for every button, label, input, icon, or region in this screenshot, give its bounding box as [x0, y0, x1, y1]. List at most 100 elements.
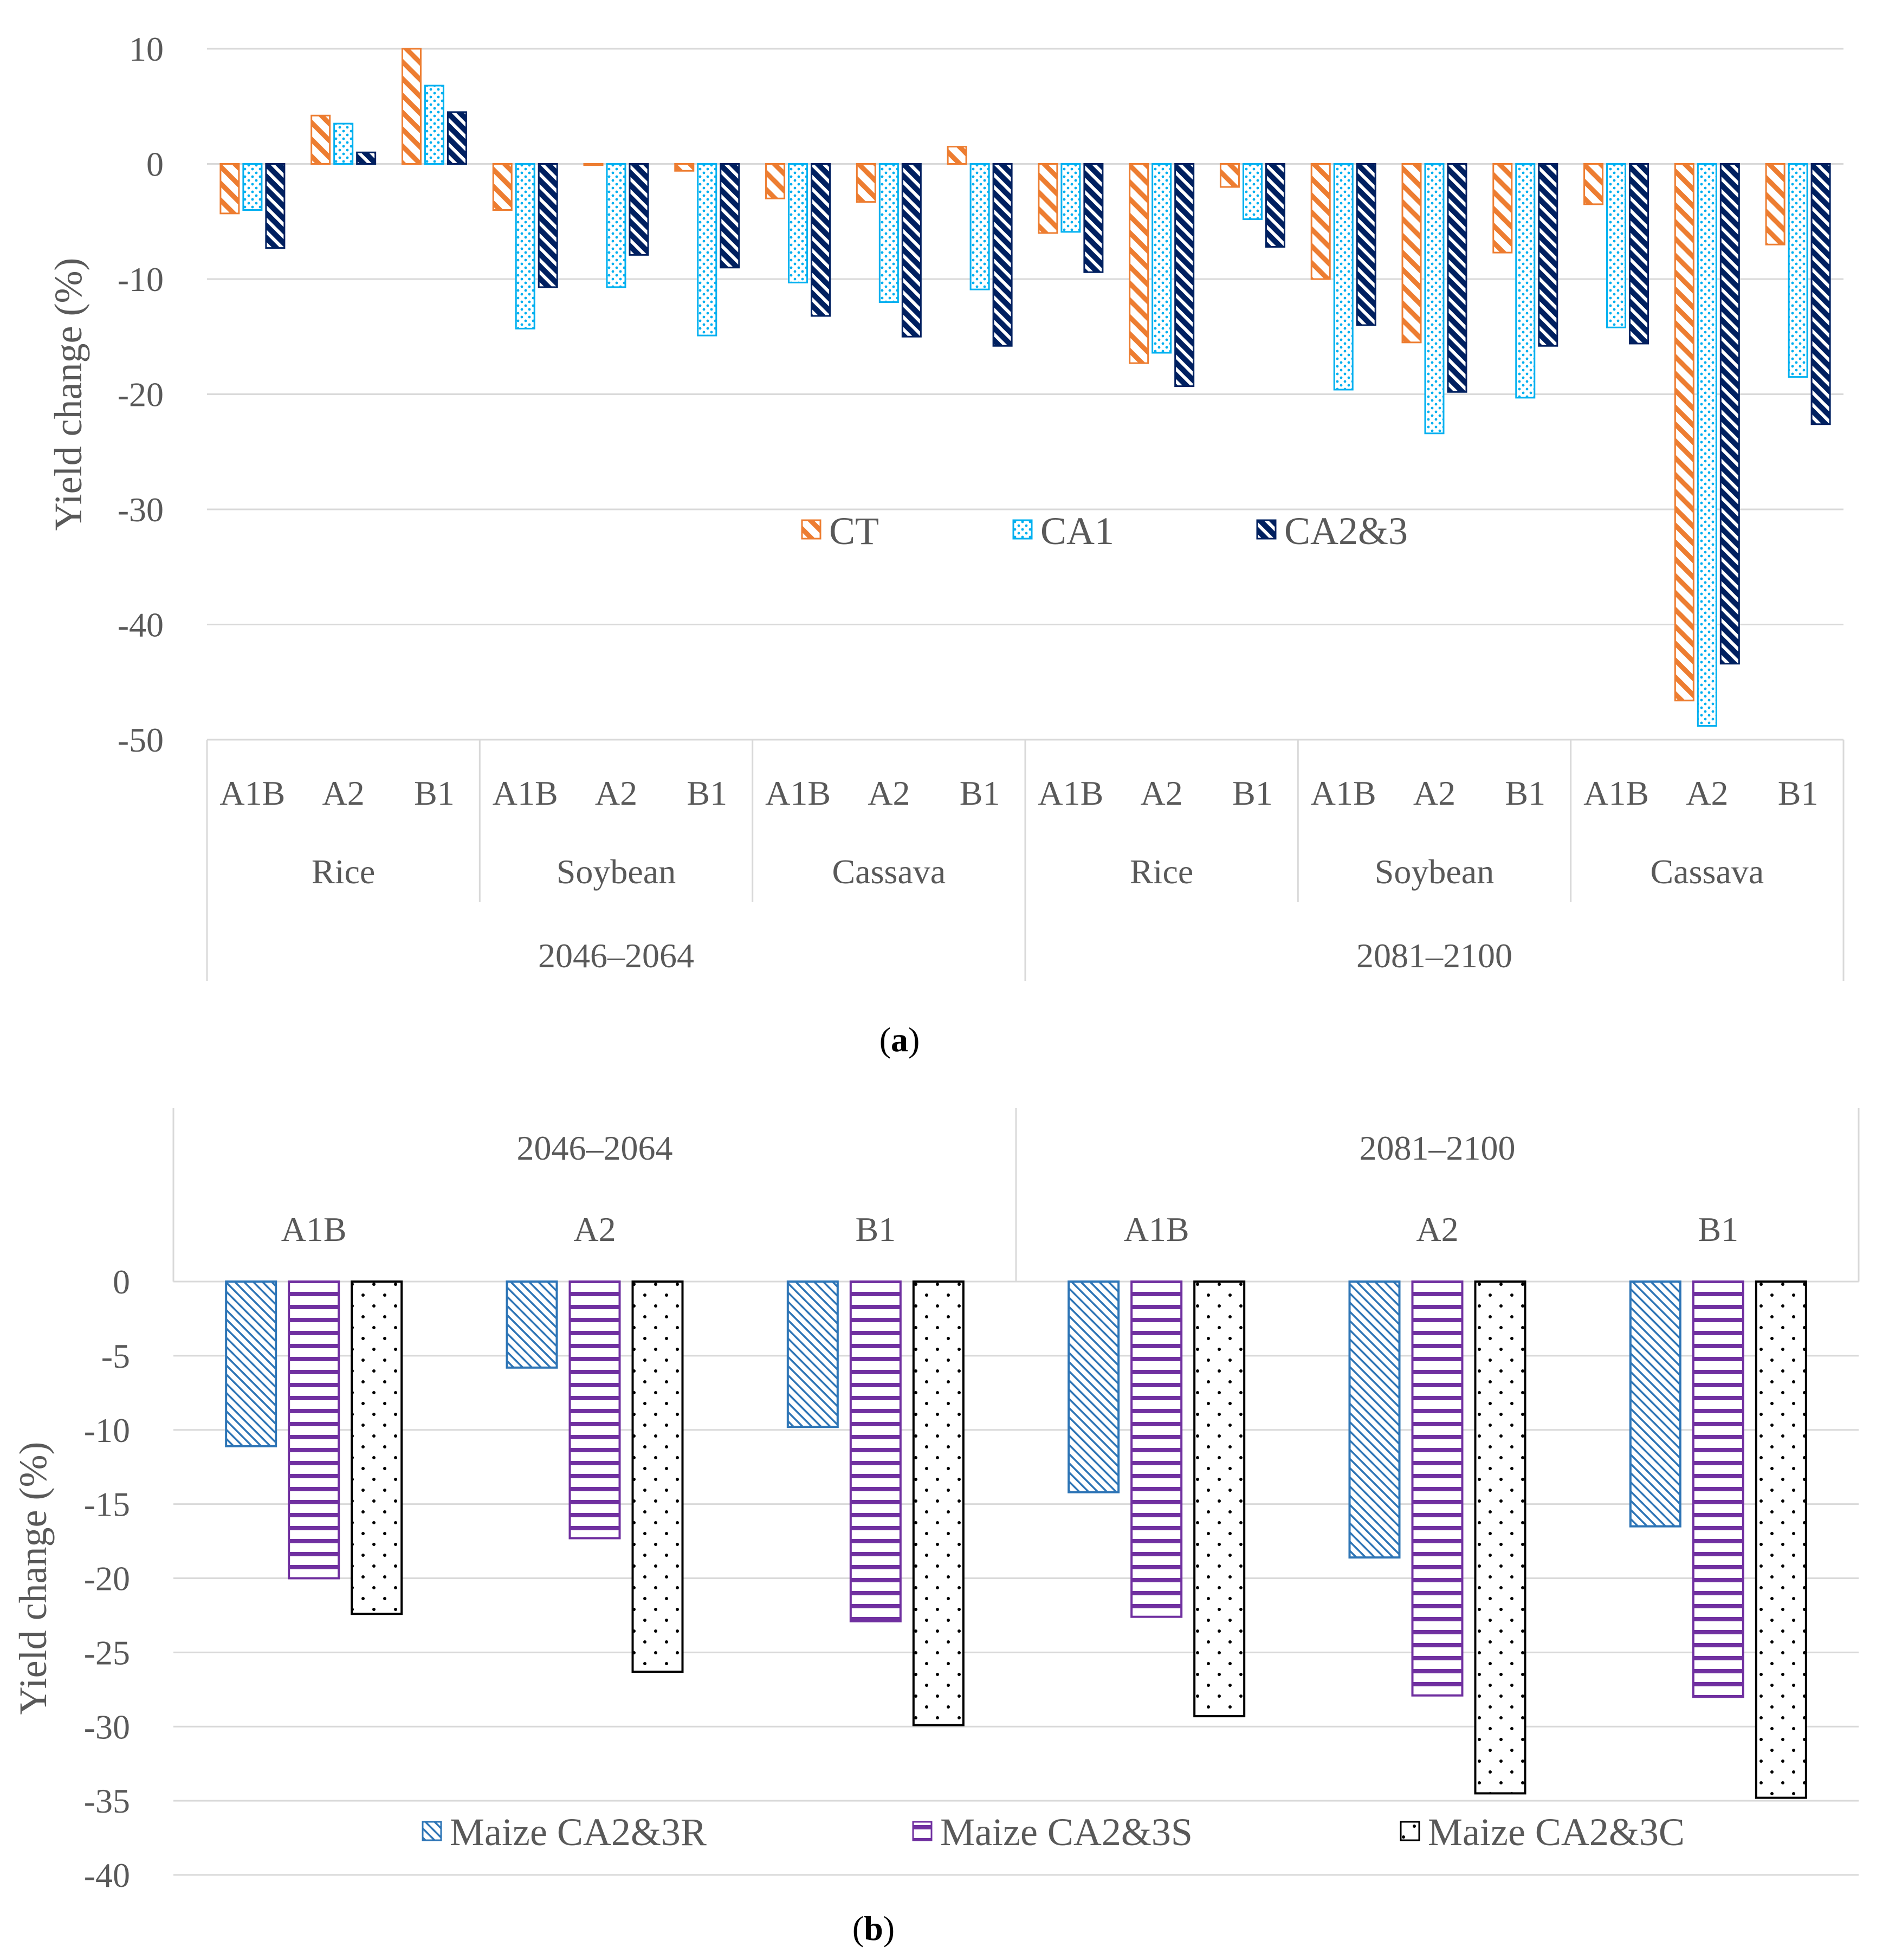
x-tick-label-scenario: B1 — [414, 774, 455, 812]
chart-a-y-tick-labels: 10 0 -10 -20 -30 -40 -50 — [118, 30, 164, 759]
x-tick-label-scenario: A2 — [1413, 774, 1455, 812]
x-tick-label-crop: Cassava — [832, 852, 946, 891]
y-tick-label: -20 — [84, 1560, 130, 1598]
chart-b-legend: Maize CA2&3R Maize CA2&3S Maize CA2&3C — [422, 1810, 1685, 1854]
bar-maize-ca2-3s — [288, 1280, 340, 1580]
y-tick-label: -40 — [118, 606, 164, 644]
bar-ca1 — [697, 163, 717, 337]
legend-label: CA1 — [1040, 509, 1114, 553]
bar-ca2-3 — [356, 151, 377, 165]
x-tick-label-crop: Rice — [312, 852, 375, 891]
bar-ct — [1219, 163, 1240, 188]
x-tick-label-scenario: A1B — [1311, 774, 1376, 812]
x-tick-label-scenario: A2 — [573, 1210, 616, 1249]
legend-swatch — [422, 1821, 442, 1841]
y-tick-label: -30 — [118, 490, 164, 529]
bar-ct — [1401, 163, 1422, 344]
bar-ca1 — [1242, 163, 1263, 220]
y-tick-label: 10 — [129, 30, 164, 68]
legend-swatch — [801, 519, 821, 540]
bar-ca2-3 — [1083, 163, 1104, 273]
bar-ct — [674, 163, 695, 172]
bar-ca1 — [788, 163, 808, 283]
y-tick-label: 0 — [146, 145, 164, 184]
bar-maize-ca2-3c — [1193, 1280, 1246, 1718]
bar-ca2-3 — [720, 163, 740, 269]
x-tick-label-scenario: B1 — [687, 774, 727, 812]
bar-ca2-3 — [1447, 163, 1467, 393]
x-tick-label-scenario: A2 — [1416, 1210, 1458, 1249]
bar-ca2-3 — [901, 163, 922, 338]
bar-maize-ca2-3s — [849, 1280, 902, 1622]
bar-ca1 — [1424, 163, 1445, 435]
x-tick-label-scenario: A2 — [595, 774, 637, 812]
bar-ct — [1583, 163, 1604, 205]
bar-maize-ca2-3s — [568, 1280, 621, 1539]
caption-part: ( — [879, 1020, 891, 1059]
bar-ct — [1038, 163, 1058, 234]
y-tick-label: -20 — [118, 376, 164, 414]
x-tick-label-scenario: B1 — [1232, 774, 1273, 812]
bar-ca1 — [1515, 163, 1536, 399]
bar-ct — [219, 163, 240, 215]
bar-ca1 — [1697, 163, 1717, 727]
chart-b-y-tick-labels: 0 -5 -10 -15 -20 -25 -30 -35 -40 — [84, 1263, 130, 1894]
bar-ca1 — [1060, 163, 1081, 233]
bar-maize-ca2-3r — [1629, 1280, 1681, 1528]
caption-part: a — [891, 1020, 908, 1059]
x-tick-label-scenario: B1 — [960, 774, 1000, 812]
x-tick-label-period: 2081–2100 — [1356, 936, 1512, 975]
legend-swatch — [912, 1821, 933, 1841]
chart-b-x-axis: A1B A2 B1 A1B A2 B1 2046–2064 2081–2100 — [172, 1108, 1860, 1282]
chart-b-gridlines — [173, 1280, 1859, 1876]
bar-maize-ca2-3c — [631, 1280, 684, 1673]
bar-ct — [401, 48, 422, 165]
x-tick-label-period: 2046–2064 — [517, 1129, 673, 1167]
bar-maize-ca2-3r — [1348, 1280, 1401, 1559]
y-tick-label: -30 — [84, 1707, 130, 1746]
bar-ca2-3 — [265, 163, 286, 249]
caption-part: ) — [883, 1909, 895, 1948]
x-tick-label-scenario: A2 — [868, 774, 910, 812]
x-tick-label-scenario: A1B — [493, 774, 558, 812]
x-tick-label-scenario: A2 — [1141, 774, 1183, 812]
y-tick-label: -10 — [84, 1411, 130, 1450]
bar-maize-ca2-3r — [1068, 1280, 1120, 1493]
y-tick-label: -25 — [84, 1633, 130, 1672]
caption-part: ( — [852, 1909, 864, 1948]
bar-maize-ca2-3r — [786, 1280, 839, 1428]
bar-ca1 — [878, 163, 899, 303]
bar-ca2-3 — [447, 111, 467, 165]
x-tick-label-scenario: B1 — [855, 1210, 896, 1249]
bar-ct — [492, 163, 513, 211]
chart-a-legend: CT CA1 CA2&3 — [801, 509, 1408, 553]
x-tick-label-scenario: A1B — [1038, 774, 1103, 812]
bar-ct — [1310, 163, 1331, 280]
bar-ca1 — [515, 163, 535, 329]
bar-ca2-3 — [1356, 163, 1376, 326]
bar-ct — [310, 114, 331, 165]
legend-label: Maize CA2&3R — [450, 1810, 707, 1854]
x-tick-label-crop: Rice — [1130, 852, 1193, 891]
bar-maize-ca2-3s — [1692, 1280, 1744, 1698]
bar-ca2-3 — [1629, 163, 1649, 345]
bar-ct — [947, 146, 967, 165]
bar-maize-ca2-3c — [912, 1280, 965, 1726]
x-tick-label-scenario: B1 — [1505, 774, 1545, 812]
x-tick-label-scenario: A1B — [281, 1210, 347, 1249]
bar-ca2-3 — [538, 163, 558, 288]
bar-ca1 — [606, 163, 626, 288]
x-tick-label-period: 2081–2100 — [1360, 1129, 1516, 1167]
legend-label: Maize CA2&3S — [940, 1810, 1193, 1854]
bar-ca1 — [1788, 163, 1808, 378]
bar-ca1 — [242, 163, 263, 211]
chart-a-bars — [219, 48, 1831, 727]
chart-b-caption: (b) — [852, 1909, 895, 1948]
bar-ct — [1129, 163, 1149, 364]
y-tick-label: -15 — [84, 1485, 130, 1524]
x-tick-label-period: 2046–2064 — [538, 936, 694, 975]
legend-swatch — [1256, 519, 1277, 540]
bar-ca2-3 — [629, 163, 649, 256]
x-tick-label-scenario: B1 — [1698, 1210, 1738, 1249]
